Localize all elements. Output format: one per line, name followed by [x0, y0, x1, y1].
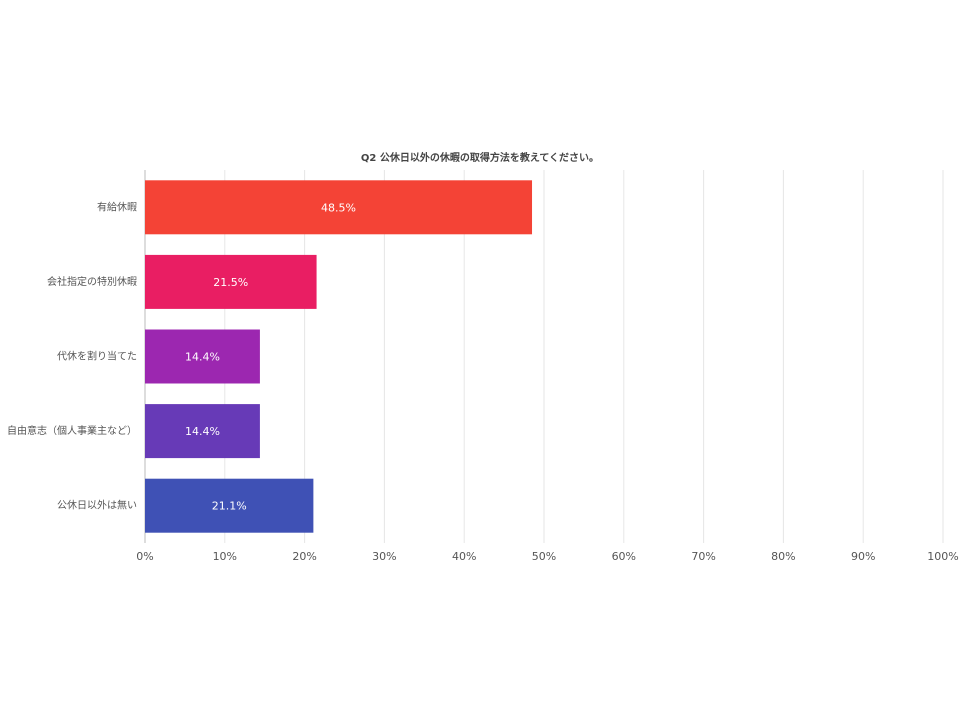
bar — [145, 180, 533, 235]
value-label: 21.1% — [212, 500, 247, 513]
bar — [145, 254, 317, 309]
value-label: 48.5% — [321, 201, 356, 214]
bar — [145, 404, 260, 459]
x-tick-label: 70% — [691, 550, 715, 563]
chart-title: Q2 公休日以外の休暇の取得方法を教えてください。 — [361, 151, 599, 164]
y-tick-label: 代休を割り当てた — [57, 350, 137, 363]
x-tick-label: 50% — [532, 550, 556, 563]
y-tick-label: 有給休暇 — [97, 200, 137, 213]
value-label: 21.5% — [213, 276, 248, 289]
y-tick-label: 公休日以外は無い — [57, 499, 137, 512]
x-tick-label: 40% — [452, 550, 476, 563]
x-tick-label: 0% — [136, 550, 153, 563]
x-tick-label: 100% — [927, 550, 958, 563]
y-tick-label: 会社指定の特別休暇 — [47, 275, 137, 288]
x-tick-label: 80% — [771, 550, 795, 563]
value-label: 14.4% — [185, 425, 220, 438]
x-tick-label: 20% — [292, 550, 316, 563]
x-tick-label: 30% — [372, 550, 396, 563]
x-tick-label: 10% — [213, 550, 237, 563]
value-label: 14.4% — [185, 351, 220, 364]
y-tick-label: 自由意志（個人事業主など） — [7, 424, 137, 437]
x-tick-label: 60% — [612, 550, 636, 563]
bar — [145, 478, 314, 533]
bar — [145, 329, 260, 384]
x-tick-label: 90% — [851, 550, 875, 563]
